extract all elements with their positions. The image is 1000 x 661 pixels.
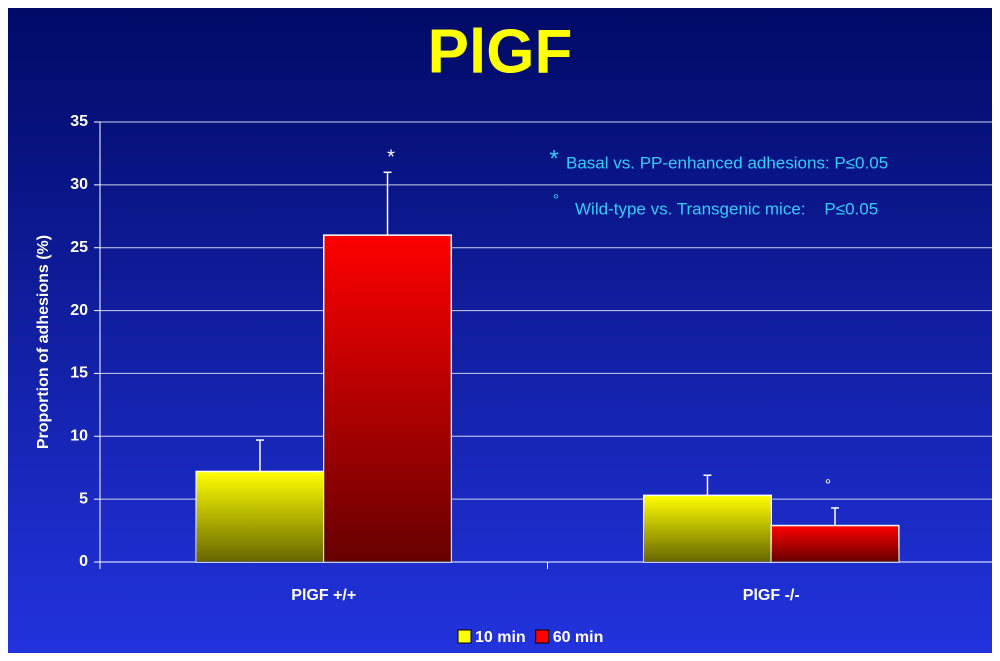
legend-swatch: [535, 629, 550, 644]
x-tick-label: PlGF -/-: [743, 587, 800, 604]
y-tick-label: 15: [70, 365, 88, 382]
y-tick-label: 0: [79, 553, 88, 570]
y-tick-label: 5: [79, 490, 88, 507]
legend-label: 60 min: [553, 629, 604, 646]
bar-shade: [771, 525, 899, 562]
y-tick-label: 30: [70, 176, 88, 193]
legend-label: 10 min: [475, 629, 526, 646]
y-tick-label: 25: [70, 239, 88, 256]
annotation: Wild-type vs. Transgenic mice: P≤0.05: [575, 199, 878, 218]
bar-shade: [643, 495, 772, 562]
y-tick-label: 10: [70, 428, 88, 445]
y-axis-label: Proportion of adhesions (%): [35, 235, 52, 449]
x-tick-label: PlGF +/+: [291, 587, 356, 604]
annotation: Basal vs. PP-enhanced adhesions: P≤0.05: [566, 153, 888, 172]
y-tick-label: 35: [70, 113, 88, 130]
y-tick-label: 20: [70, 302, 88, 319]
annotation: *: [387, 146, 395, 168]
chart-title: PlGF: [428, 17, 573, 86]
annotation: °: [825, 477, 831, 494]
bar-shade: [323, 235, 452, 562]
legend-swatch: [457, 629, 472, 644]
bar-shade: [196, 471, 324, 562]
annotation: *: [549, 145, 558, 172]
annotation: °: [553, 192, 559, 209]
